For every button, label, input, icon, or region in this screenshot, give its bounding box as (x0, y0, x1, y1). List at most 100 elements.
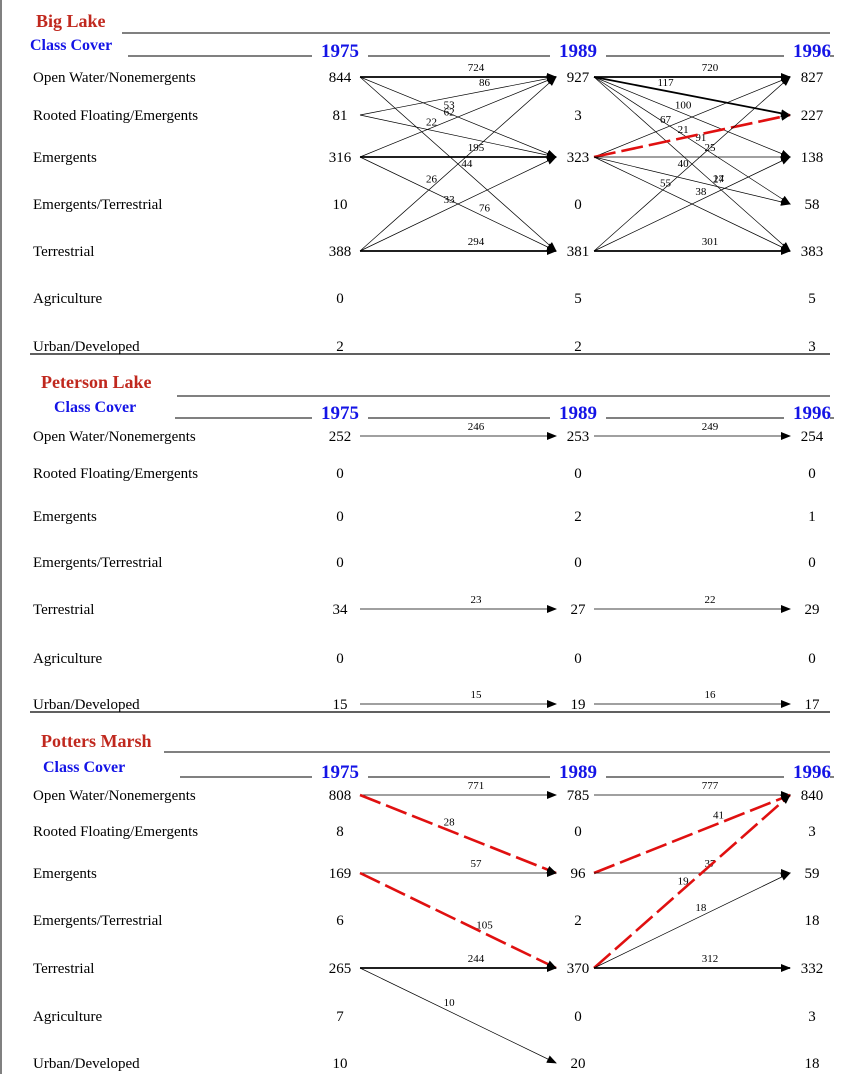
flow-label: 777 (702, 780, 719, 792)
class-value: 29 (805, 602, 820, 618)
class-label: Emergents/Terrestrial (33, 555, 162, 571)
flow-label: 724 (468, 62, 485, 74)
flow-label: 771 (468, 780, 485, 792)
flow-label: 10 (444, 997, 456, 1009)
flow-label: 67 (660, 114, 672, 126)
class-label: Emergents (33, 150, 97, 166)
class-value: 785 (567, 788, 590, 804)
class-value: 0 (336, 466, 344, 482)
class-value: 2 (574, 339, 582, 355)
class-value: 927 (567, 70, 590, 86)
year-label-1996: 1996 (793, 762, 831, 783)
class-value: 7 (336, 1009, 344, 1025)
year-label-1975: 1975 (321, 41, 359, 62)
class-value: 0 (336, 555, 344, 571)
flow-label: 57 (471, 858, 483, 870)
lake-title: Big Lake (36, 11, 106, 31)
class-label: Rooted Floating/Emergents (33, 824, 198, 840)
class-value: 254 (801, 429, 824, 445)
class-label: Terrestrial (33, 961, 94, 977)
flow-arrow (359, 156, 557, 252)
class-value: 227 (801, 108, 824, 124)
class-value: 20 (571, 1056, 586, 1072)
class-value: 827 (801, 70, 824, 86)
year-label-1975: 1975 (321, 762, 359, 783)
class-value: 1 (808, 509, 816, 525)
lake-title: Peterson Lake (41, 372, 151, 392)
year-label-1975: 1975 (321, 403, 359, 424)
flow-label: 22 (705, 594, 716, 606)
class-value: 3 (574, 108, 582, 124)
flow-label: 16 (705, 689, 717, 701)
class-value: 18 (805, 913, 820, 929)
class-cover-heading: Class Cover (54, 399, 136, 416)
class-label: Urban/Developed (33, 339, 140, 355)
year-label-1989: 1989 (559, 41, 597, 62)
class-label: Emergents/Terrestrial (33, 197, 162, 213)
flow-label: 100 (675, 99, 692, 111)
flow-label: 246 (468, 421, 485, 433)
flow-label: 14 (713, 173, 725, 185)
flow-label: 41 (713, 809, 724, 821)
year-label-1996: 1996 (793, 403, 831, 424)
flow-label: 105 (476, 919, 493, 931)
flow-label: 86 (479, 77, 491, 89)
flow-label: 91 (695, 132, 706, 144)
class-label: Emergents/Terrestrial (33, 913, 162, 929)
flow-arrow (359, 74, 557, 116)
class-label: Agriculture (33, 291, 102, 307)
class-value: 0 (808, 651, 816, 667)
flow-label: 28 (444, 816, 456, 828)
flow-label: 294 (468, 236, 485, 248)
class-value: 0 (574, 466, 582, 482)
flow-label: 33 (444, 194, 456, 206)
flow-label: 53 (444, 99, 456, 111)
class-value: 3 (808, 1009, 816, 1025)
flow-arrow (593, 76, 791, 158)
flow-arrow (359, 967, 557, 1064)
flow-arrow (593, 76, 791, 205)
class-label: Rooted Floating/Emergents (33, 108, 198, 124)
flow-label: 720 (702, 62, 719, 74)
class-value: 0 (574, 197, 582, 213)
class-label: Agriculture (33, 1009, 102, 1025)
class-value: 10 (333, 1056, 348, 1072)
flow-label: 15 (471, 689, 483, 701)
class-value: 0 (336, 509, 344, 525)
class-label: Open Water/Nonemergents (33, 70, 196, 86)
flow-label: 22 (426, 116, 437, 128)
class-label: Urban/Developed (33, 1056, 140, 1072)
class-value: 2 (574, 509, 582, 525)
class-value: 808 (329, 788, 352, 804)
flow-arrow (359, 871, 557, 970)
flow-arrow (593, 156, 791, 206)
flow-label: 26 (426, 173, 438, 185)
class-value: 5 (574, 291, 582, 307)
class-value: 252 (329, 429, 352, 445)
class-value: 34 (333, 602, 349, 618)
class-value: 6 (336, 913, 344, 929)
flow-label: 21 (678, 124, 689, 136)
class-label: Open Water/Nonemergents (33, 788, 196, 804)
class-value: 2 (574, 913, 582, 929)
class-value: 316 (329, 150, 352, 166)
flow-arrow (359, 793, 557, 875)
class-value: 383 (801, 244, 824, 260)
class-label: Emergents (33, 866, 97, 882)
class-value: 81 (333, 108, 348, 124)
class-value: 8 (336, 824, 344, 840)
flow-arrow (593, 793, 791, 875)
flow-label: 18 (695, 902, 707, 914)
flow-arrow (359, 76, 557, 158)
class-value: 0 (336, 291, 344, 307)
lake-title: Potters Marsh (41, 731, 151, 751)
flow-arrow (359, 114, 557, 160)
class-value: 370 (567, 961, 590, 977)
class-value: 96 (571, 866, 587, 882)
class-value: 169 (329, 866, 352, 882)
flow-label: 19 (678, 875, 690, 887)
flow-label: 117 (657, 77, 674, 89)
class-value: 19 (571, 697, 586, 713)
class-label: Open Water/Nonemergents (33, 429, 196, 445)
